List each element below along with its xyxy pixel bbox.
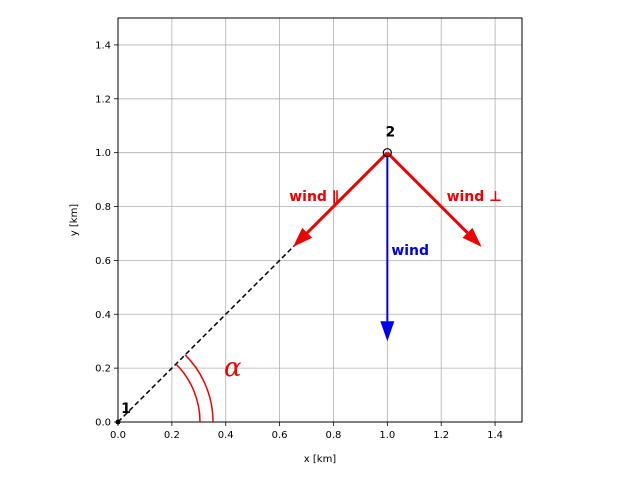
x-tick-label: 0.0 <box>110 430 126 441</box>
x-tick-label: 0.4 <box>218 430 234 441</box>
marks: α wind wind ∥ wind ⊥ 1 2 <box>115 125 502 425</box>
y-axis-label: y [km] <box>69 204 80 237</box>
wind-label: wind ∥ <box>289 189 339 205</box>
point-label: 2 <box>385 125 395 141</box>
plot-frame <box>117 17 523 423</box>
x-tick-label: 0.6 <box>272 430 288 441</box>
wind-arrow-head <box>293 227 313 247</box>
y-tick-label: 0.2 <box>95 364 111 375</box>
y-tick-label: 1.4 <box>95 40 111 51</box>
wind-label: wind ⊥ <box>447 189 502 205</box>
point-marker <box>382 148 392 158</box>
x-tick-label: 0.2 <box>164 430 180 441</box>
wind-arrow-head <box>462 227 482 247</box>
wind-arrow-shaft <box>306 151 389 234</box>
x-tick-label: 1.0 <box>379 430 395 441</box>
x-axis-label: x [km] <box>304 454 337 465</box>
x-tick-label: 1.2 <box>433 430 449 441</box>
wind-label: wind <box>391 243 429 259</box>
angle-arc <box>184 354 214 423</box>
wind-arrow-shaft <box>386 151 469 234</box>
point-marker <box>115 419 121 425</box>
angle-label: α <box>224 353 242 383</box>
angle-arc <box>175 363 201 423</box>
wind-arrow-head <box>380 321 395 342</box>
y-tick-label: 0.4 <box>95 310 111 321</box>
x-tick-label: 1.4 <box>487 430 503 441</box>
ticks: 0.0 0.2 0.4 0.6 0.8 1.0 1.2 1.4 0.0 0.2 0.4 0.6 0.8 1… <box>95 40 503 441</box>
y-tick-label: 0.0 <box>95 418 111 429</box>
y-tick-label: 1.2 <box>95 94 111 105</box>
point-label: 1 <box>121 401 131 417</box>
y-tick-label: 1.0 <box>95 148 111 159</box>
y-tick-label: 0.6 <box>95 256 111 267</box>
x-tick-label: 0.8 <box>326 430 342 441</box>
y-tick-label: 0.8 <box>95 202 111 213</box>
